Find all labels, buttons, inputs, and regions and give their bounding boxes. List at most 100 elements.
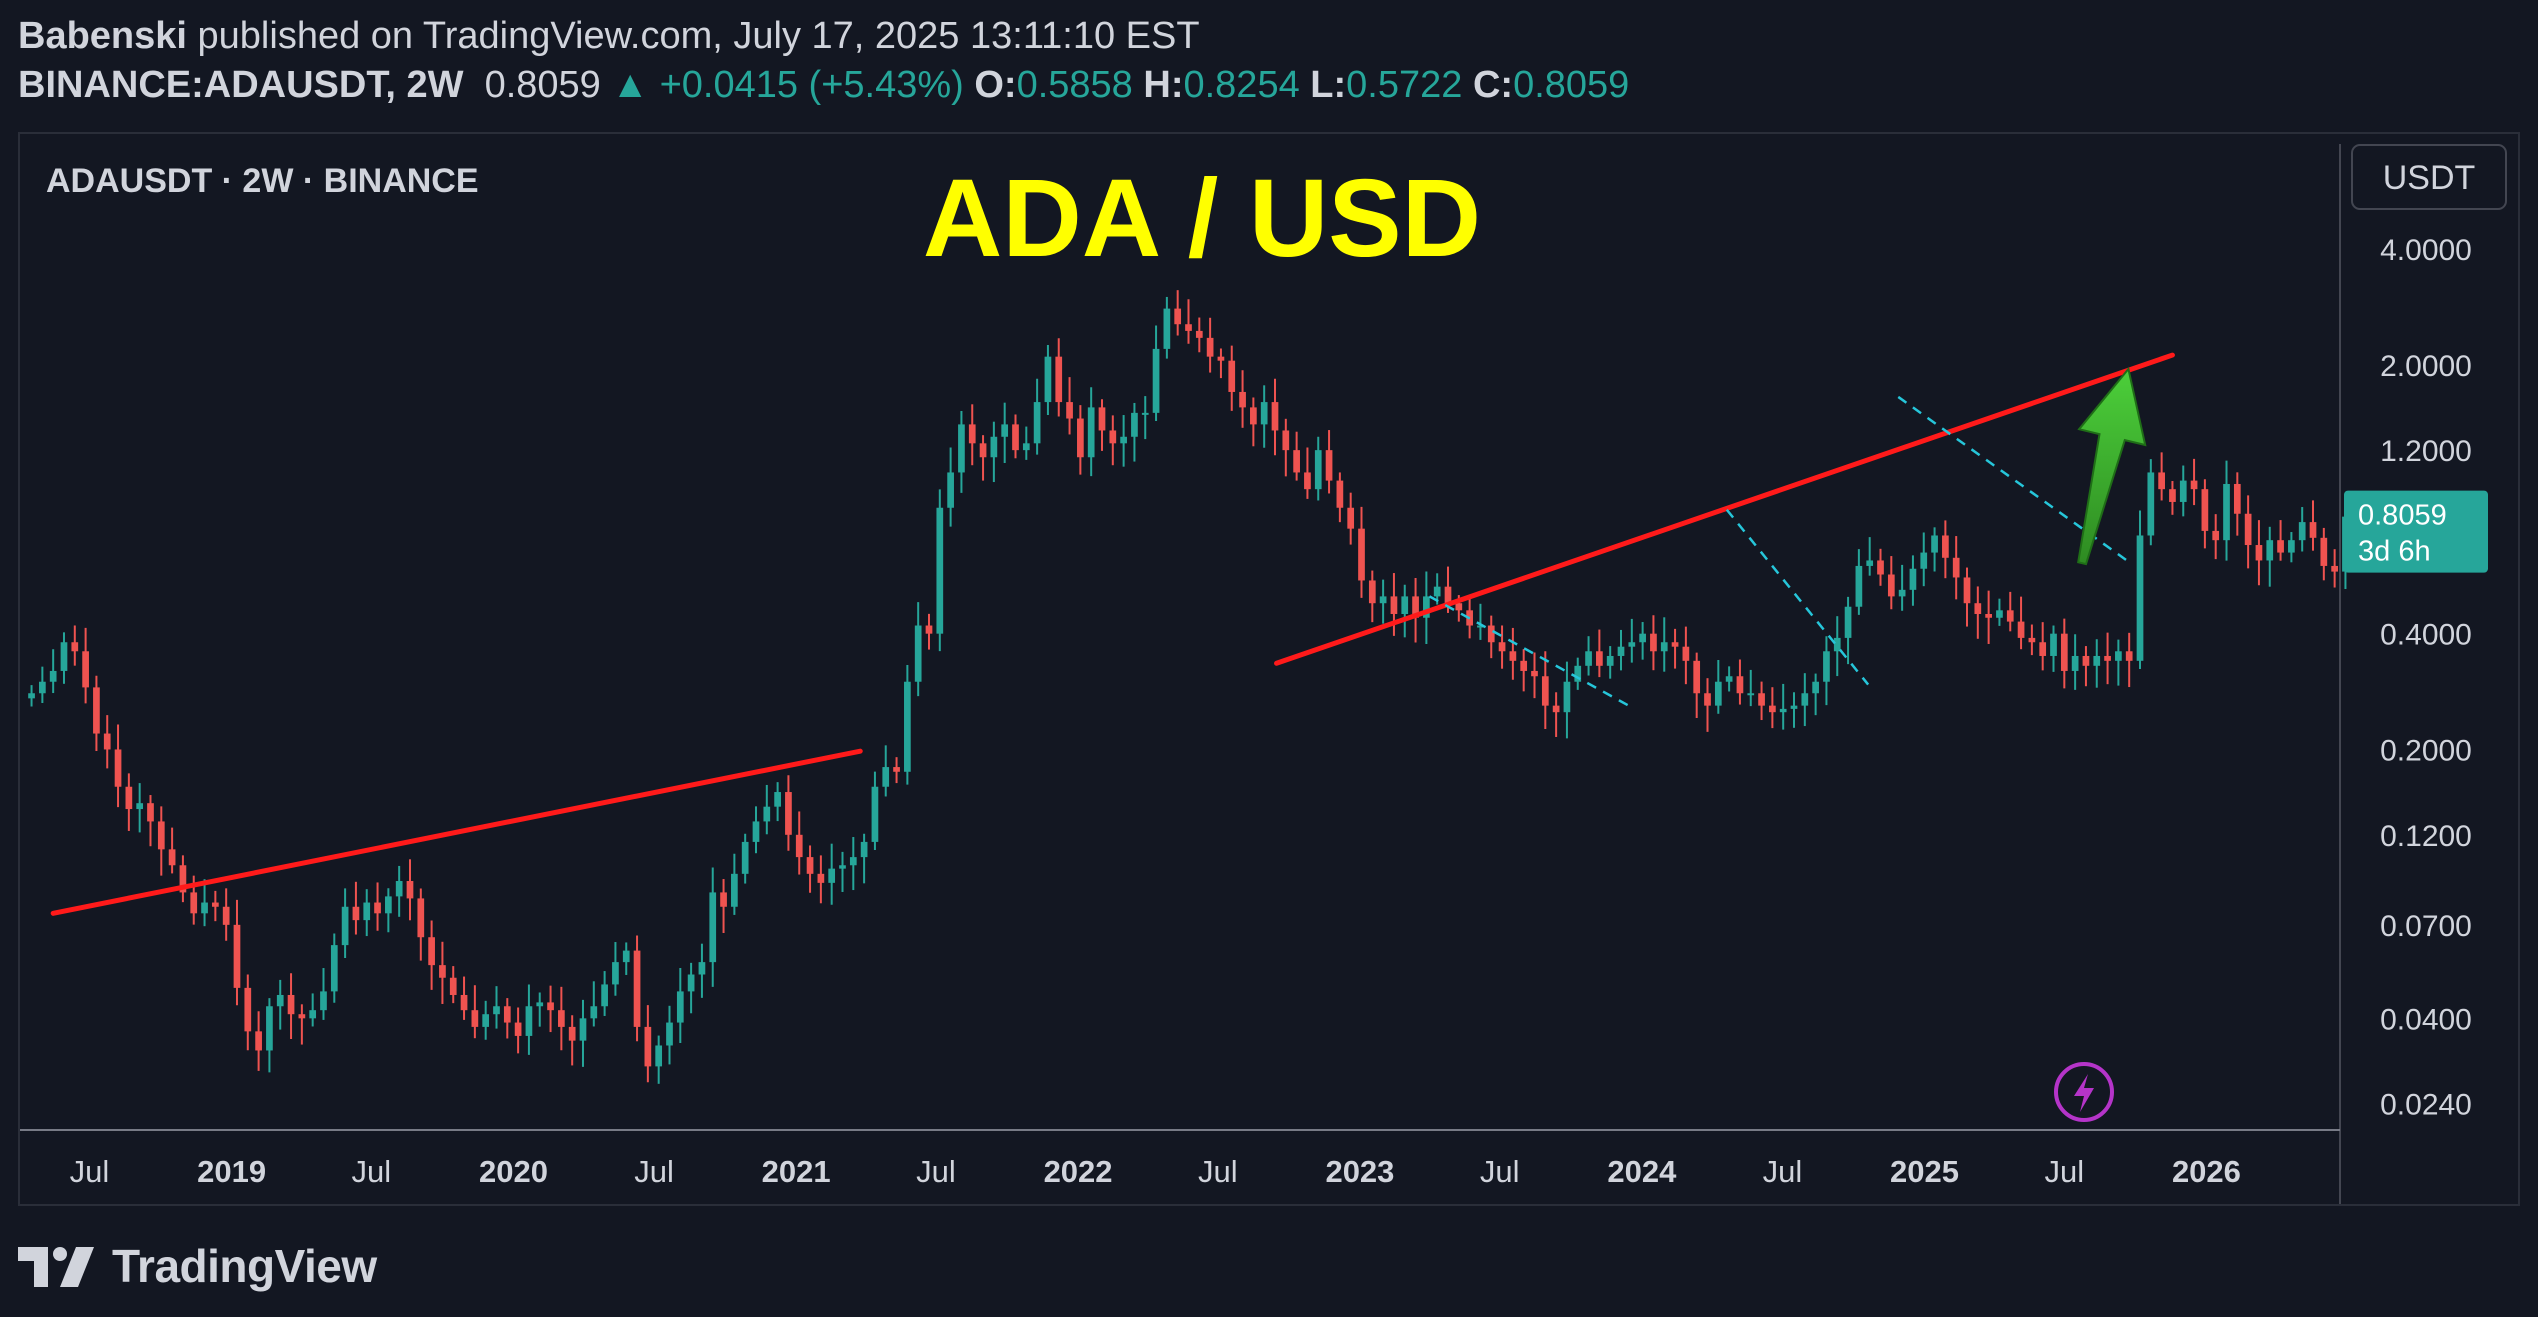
- candle: [385, 888, 392, 933]
- candle: [449, 966, 457, 1004]
- chart-legend: ADAUSDT · 2W · BINANCE: [46, 162, 479, 200]
- candle: [2169, 481, 2176, 515]
- candle: [979, 435, 987, 481]
- candle: [266, 998, 273, 1073]
- x-tick-label: 2021: [762, 1154, 831, 1189]
- candle: [590, 981, 598, 1027]
- candle: [1314, 436, 1322, 501]
- candle: [817, 855, 825, 904]
- candle: [1563, 661, 1571, 739]
- candle: [1336, 472, 1344, 523]
- candle: [1141, 396, 1149, 440]
- x-tick-label: 2019: [197, 1154, 266, 1189]
- y-tick-label: 2.0000: [2380, 350, 2472, 383]
- dashed-trendline[interactable]: [1428, 595, 1630, 707]
- up-triangle-icon: ▲: [611, 64, 649, 106]
- x-tick-label: Jul: [1763, 1154, 1803, 1189]
- dashed-trendline[interactable]: [1725, 508, 1870, 686]
- candle: [28, 685, 35, 707]
- candle: [1228, 345, 1236, 411]
- candle: [439, 941, 446, 1004]
- candle: [2147, 459, 2155, 546]
- chart-frame: 4.0000 2.0000 1.2000 0.4000 0.2000 0.1200 0.07…: [18, 132, 2520, 1206]
- candle: [1120, 415, 1127, 467]
- candle: [622, 942, 630, 975]
- candle: [1509, 627, 1517, 680]
- author-name[interactable]: Babenski: [18, 15, 187, 57]
- candle: [2331, 549, 2338, 588]
- candle: [1823, 636, 1830, 706]
- candle: [125, 773, 133, 831]
- candle: [212, 890, 219, 922]
- candle: [114, 724, 122, 808]
- lightning-icon[interactable]: [2054, 1062, 2114, 1122]
- tradingview-brand: TradingView: [112, 1240, 377, 1292]
- candle: [1779, 683, 1787, 730]
- candle: [1260, 385, 1268, 448]
- candle: [633, 935, 641, 1042]
- last-price-label: 0.8059 3d 6h: [2344, 490, 2488, 573]
- candle: [1217, 348, 1225, 379]
- candle: [168, 827, 176, 874]
- candle: [395, 865, 403, 917]
- candle: [1109, 415, 1117, 466]
- candle: [2125, 632, 2133, 688]
- up-arrow-icon[interactable]: [2077, 366, 2147, 566]
- candle: [1682, 626, 1690, 685]
- y-tick-label: 0.0400: [2380, 1003, 2472, 1036]
- y-tick-label: 4.0000: [2380, 234, 2472, 267]
- candle: [525, 984, 533, 1055]
- candle: [2266, 526, 2274, 587]
- candle: [904, 664, 911, 785]
- candle: [709, 867, 717, 987]
- candle: [568, 1015, 576, 1066]
- candle: [1012, 414, 1019, 459]
- candle: [2060, 618, 2068, 689]
- candle: [2104, 632, 2111, 685]
- candle: [1368, 570, 1376, 623]
- x-tick-label: Jul: [634, 1154, 674, 1189]
- candle: [2320, 527, 2328, 581]
- candle: [958, 411, 965, 493]
- candle: [136, 783, 144, 833]
- candle: [1736, 659, 1744, 705]
- time-axis[interactable]: Jul 2019 Jul 2020 Jul 2021 Jul 2022 Jul 2023 Jul 20…: [70, 1154, 2241, 1189]
- candle: [2115, 639, 2122, 686]
- candle: [1174, 290, 1182, 336]
- price-axis[interactable]: 4.0000 2.0000 1.2000 0.4000 0.2000 0.1200 0.07…: [2380, 234, 2472, 1122]
- candle: [471, 985, 479, 1039]
- candle: [1347, 492, 1355, 545]
- close-label: C:: [1472, 64, 1514, 106]
- candle: [1033, 378, 1041, 455]
- candle: [1358, 506, 1365, 598]
- x-tick-label: Jul: [1198, 1154, 1238, 1189]
- candle: [363, 889, 371, 937]
- candle: [1877, 548, 1884, 586]
- candle: [1952, 536, 1960, 600]
- candle: [2071, 634, 2079, 690]
- candle: [612, 942, 619, 996]
- candle: [1855, 549, 1863, 615]
- currency-button[interactable]: USDT: [2351, 144, 2507, 210]
- candle: [839, 851, 846, 892]
- candle: [1487, 615, 1495, 659]
- candle: [330, 933, 338, 1003]
- candle: [1206, 317, 1214, 373]
- candle: [503, 998, 511, 1039]
- candle: [1769, 687, 1776, 729]
- candle: [1282, 418, 1290, 477]
- price-chart[interactable]: 4.0000 2.0000 1.2000 0.4000 0.2000 0.1200 0.07…: [20, 134, 2518, 1204]
- trendline[interactable]: [1274, 352, 2175, 666]
- trendline[interactable]: [50, 748, 863, 916]
- x-tick-label: 2024: [1607, 1154, 1677, 1189]
- candle: [579, 999, 587, 1067]
- candle: [655, 1035, 663, 1084]
- candle: [1725, 666, 1733, 692]
- candle: [601, 971, 608, 1016]
- candle: [49, 649, 57, 694]
- candle: [147, 795, 154, 847]
- candle: [1304, 447, 1311, 499]
- candle: [2288, 532, 2295, 563]
- x-tick-label: Jul: [70, 1154, 110, 1189]
- candle: [2039, 622, 2047, 671]
